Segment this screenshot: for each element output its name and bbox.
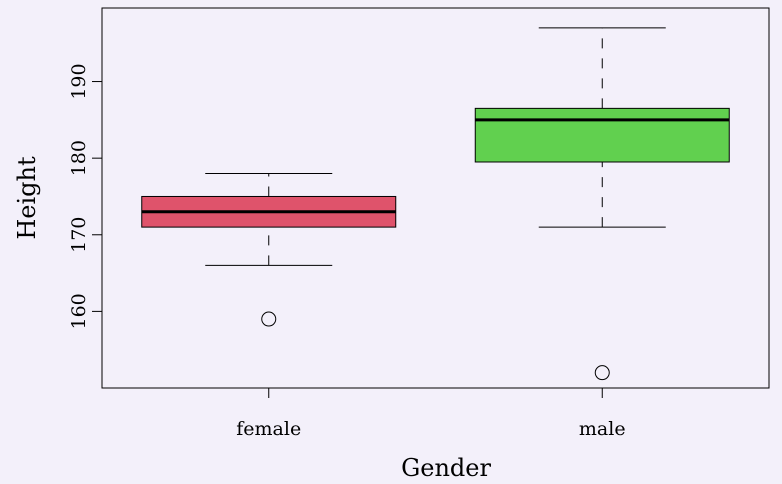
x-tick-label: female (236, 418, 301, 440)
y-axis: 160 170 180 190 (68, 63, 102, 330)
y-tick-label: 180 (68, 140, 90, 176)
box-group-male (474, 27, 730, 381)
y-tick-label: 190 (68, 63, 90, 99)
y-tick-label: 160 (68, 293, 90, 329)
outlier-point (594, 365, 610, 381)
x-tick-label: male (579, 418, 626, 440)
plot-area (101, 7, 770, 389)
outlier-point (261, 311, 277, 327)
y-axis-title: Height (13, 156, 41, 240)
boxes (141, 27, 730, 381)
x-axis-title: Gender (401, 454, 491, 482)
y-tick-label: 170 (68, 217, 90, 253)
box-group-female (141, 172, 397, 327)
x-axis: female male (236, 388, 626, 440)
iqr-box (474, 107, 730, 163)
